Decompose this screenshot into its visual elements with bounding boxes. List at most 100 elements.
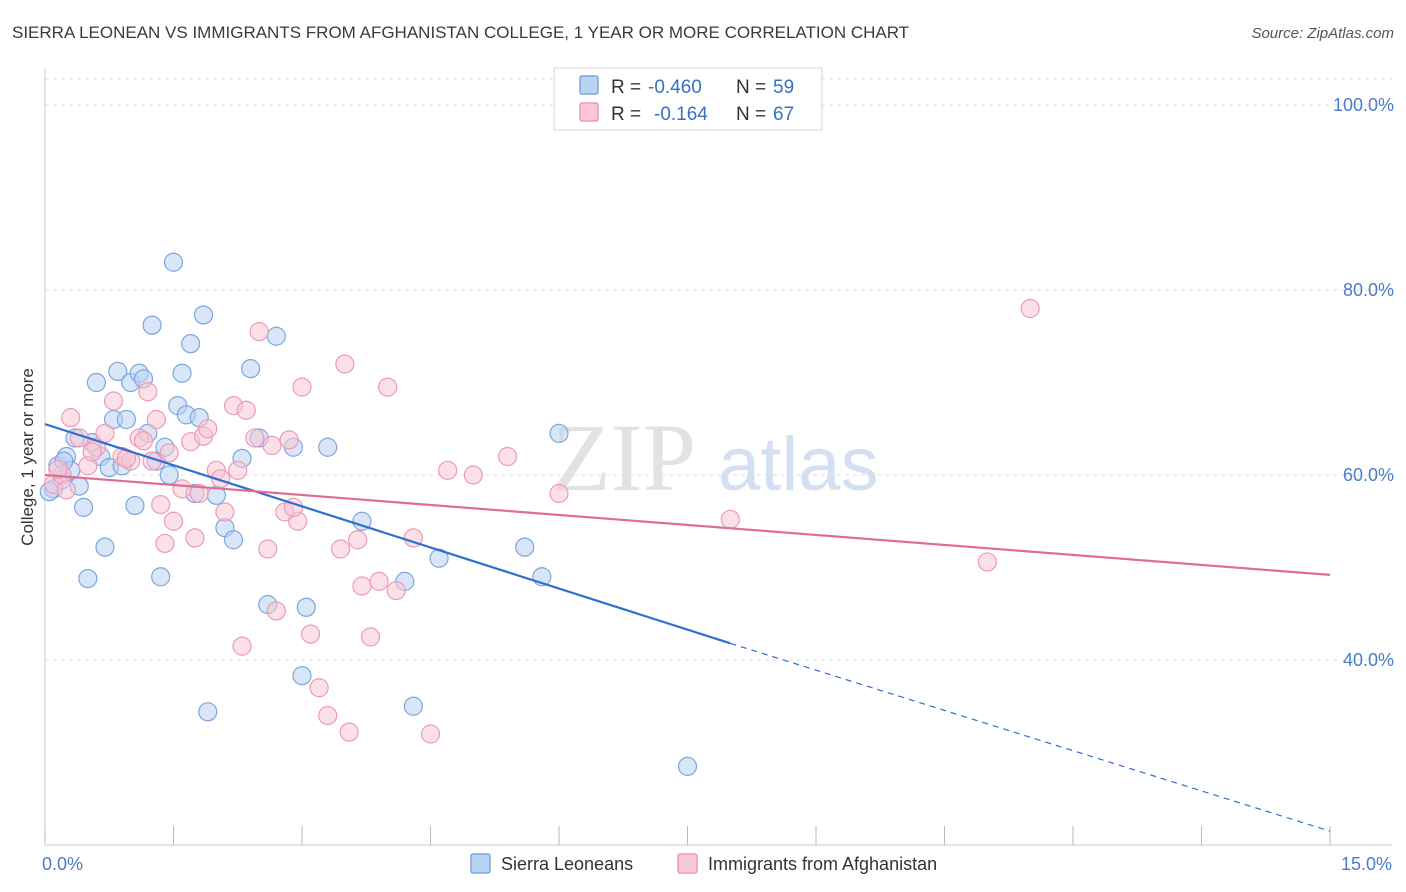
point-sierra-leonean	[116, 409, 136, 430]
point-sierra-leonean	[142, 315, 162, 335]
point-afghan-immigrant	[133, 431, 154, 451]
legend-r-label-2: R =	[611, 104, 641, 125]
point-sierra-leonean	[95, 537, 115, 557]
watermark-zip: ZIP	[552, 404, 696, 511]
point-afghan-immigrant	[549, 483, 569, 504]
point-sierra-leonean	[125, 495, 145, 516]
point-sierra-leonean	[73, 497, 94, 517]
axes	[44, 68, 1392, 846]
point-afghan-immigrant	[228, 460, 248, 480]
point-afghan-immigrant	[258, 539, 278, 559]
point-sierra-leonean	[193, 305, 214, 325]
point-afghan-immigrant	[245, 428, 265, 448]
legend-r-label-1: R =	[611, 77, 641, 98]
point-afghan-immigrant	[95, 423, 115, 443]
point-sierra-leonean	[677, 756, 698, 776]
y-tick-label: 40.0%	[1343, 650, 1394, 670]
point-sierra-leonean	[78, 568, 98, 589]
point-afghan-immigrant	[279, 430, 299, 450]
point-afghan-immigrant	[56, 480, 77, 500]
point-afghan-immigrant	[318, 705, 338, 726]
point-sierra-leonean	[241, 359, 261, 379]
y-axis-label: College, 1 year or more	[18, 368, 37, 546]
point-sierra-leonean	[223, 530, 244, 550]
trend-line-sierra	[44, 423, 731, 645]
legend-n-value-1: 59	[773, 77, 794, 98]
point-afghan-immigrant	[249, 322, 269, 342]
point-sierra-leonean	[151, 567, 171, 587]
point-sierra-leonean	[159, 465, 179, 485]
trend-line-afghan	[44, 473, 1331, 576]
point-sierra-leonean	[198, 702, 218, 722]
legend-bottom: Sierra Leoneans Immigrants from Afghanis…	[470, 853, 937, 874]
point-afghan-immigrant	[146, 409, 166, 430]
legend-r-value-2: -0.164	[654, 104, 708, 125]
point-afghan-immigrant	[378, 377, 398, 397]
legend-bottom-label-afghan: Immigrants from Afghanistan	[708, 854, 937, 874]
legend-bottom-swatch-afghan	[677, 853, 698, 874]
legend-top: R = -0.460 N = 59 R = -0.164 N = 67	[553, 67, 823, 131]
point-afghan-immigrant	[61, 408, 81, 428]
point-afghan-immigrant	[330, 539, 351, 559]
point-sierra-leonean	[352, 511, 372, 531]
point-sierra-leonean	[181, 334, 201, 354]
trend-lines	[44, 423, 1331, 832]
y-tick-label: 100.0%	[1333, 95, 1394, 115]
point-sierra-leonean	[163, 252, 184, 272]
watermark: ZIP atlas	[552, 404, 879, 511]
point-afghan-immigrant	[189, 483, 209, 504]
point-afghan-immigrant	[215, 502, 235, 522]
point-afghan-immigrant	[352, 576, 372, 596]
x-tick-label-min: 0.0%	[42, 854, 83, 874]
point-afghan-immigrant	[155, 533, 175, 554]
y-tick-label: 60.0%	[1343, 465, 1394, 485]
scatter-points	[39, 252, 1040, 776]
point-sierra-leonean	[172, 363, 192, 383]
point-afghan-immigrant	[498, 446, 518, 467]
legend-n-label-2: N =	[736, 104, 766, 125]
legend-bottom-swatch-sierra	[470, 853, 491, 874]
watermark-atlas: atlas	[718, 422, 879, 507]
point-afghan-immigrant	[292, 377, 312, 397]
point-afghan-immigrant	[438, 460, 458, 480]
point-afghan-immigrant	[1020, 298, 1040, 319]
point-sierra-leonean	[266, 326, 286, 346]
trend-line-sierra-extension	[730, 642, 1331, 832]
point-sierra-leonean	[292, 666, 312, 686]
legend-bottom-label-sierra: Sierra Leoneans	[501, 854, 633, 874]
point-afghan-immigrant	[309, 678, 329, 698]
point-sierra-leonean	[108, 361, 128, 381]
point-afghan-immigrant	[232, 636, 252, 656]
point-sierra-leonean	[549, 423, 569, 443]
legend-swatch-sierra	[579, 75, 599, 95]
point-sierra-leonean	[296, 597, 316, 617]
legend-swatch-afghan	[579, 102, 599, 122]
point-afghan-immigrant	[369, 571, 389, 591]
point-afghan-immigrant	[335, 354, 355, 374]
legend-r-value-1: -0.460	[648, 77, 702, 98]
y-tick-label: 80.0%	[1343, 280, 1394, 300]
x-ticks	[44, 826, 1331, 845]
point-afghan-immigrant	[386, 581, 406, 601]
point-afghan-immigrant	[300, 624, 321, 644]
point-afghan-immigrant	[420, 724, 441, 744]
point-afghan-immigrant	[48, 459, 68, 480]
point-sierra-leonean	[403, 696, 423, 716]
point-afghan-immigrant	[977, 552, 997, 572]
point-afghan-immigrant	[198, 419, 218, 439]
point-afghan-immigrant	[185, 528, 205, 548]
point-afghan-immigrant	[236, 400, 256, 420]
point-afghan-immigrant	[103, 391, 124, 411]
point-afghan-immigrant	[262, 435, 282, 455]
point-afghan-immigrant	[360, 627, 381, 647]
point-sierra-leonean	[86, 372, 107, 393]
x-tick-label-max: 15.0%	[1341, 854, 1392, 874]
chart-title: SIERRA LEONEAN VS IMMIGRANTS FROM AFGHAN…	[12, 23, 909, 42]
point-afghan-immigrant	[159, 443, 179, 463]
legend-n-value-2: 67	[773, 104, 794, 125]
legend-n-label-1: N =	[736, 77, 766, 98]
y-tick-labels: 40.0% 60.0% 80.0% 100.0%	[1333, 95, 1394, 670]
point-sierra-leonean	[515, 537, 535, 557]
point-afghan-immigrant	[138, 382, 158, 402]
